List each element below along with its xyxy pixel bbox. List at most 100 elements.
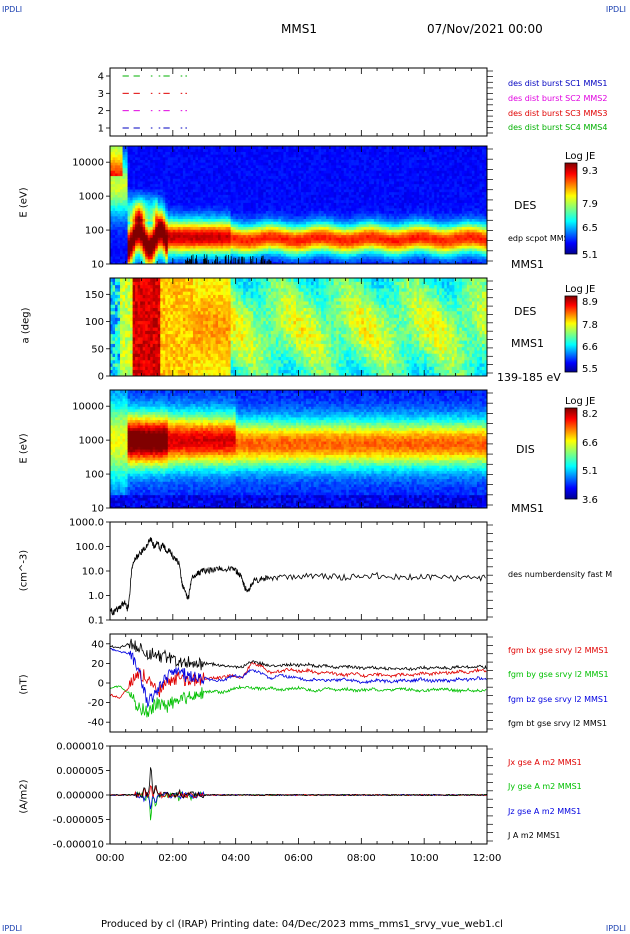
heatmap-cell (328, 255, 332, 260)
heatmap-cell (165, 258, 169, 262)
heatmap-cell (218, 234, 222, 238)
heatmap-cell (235, 180, 239, 185)
heatmap-cell (213, 175, 217, 179)
heatmap-cell (167, 167, 171, 171)
heatmap-cell (363, 207, 367, 211)
heatmap-cell (356, 223, 360, 228)
heatmap-cell (301, 255, 305, 260)
heatmap-cell (137, 148, 141, 152)
heatmap-cell (326, 210, 330, 214)
heatmap-cell (137, 170, 141, 174)
heatmap-cell (318, 226, 322, 230)
heatmap-cell (298, 167, 302, 171)
heatmap-cell (182, 261, 186, 264)
heatmap-cell (260, 151, 264, 155)
heatmap-cell (295, 199, 300, 203)
heatmap-cell (160, 154, 164, 158)
heatmap-cell (175, 226, 179, 230)
heatmap-cell (172, 146, 176, 150)
heatmap-cell (336, 229, 340, 233)
heatmap-cell (356, 172, 360, 177)
heatmap-cell (388, 202, 393, 206)
heatmap-cell (195, 188, 199, 193)
heatmap-cell (343, 188, 347, 193)
heatmap-cell (200, 154, 204, 158)
heatmap-cell (115, 202, 119, 206)
heatmap-cell (270, 237, 274, 241)
heatmap-cell (265, 247, 269, 252)
heatmap-cell (318, 215, 322, 220)
heatmap-cell (343, 218, 347, 222)
heatmap-cell (323, 172, 327, 177)
heatmap-cell (140, 151, 144, 155)
heatmap-cell (240, 223, 244, 228)
heatmap-cell (376, 162, 380, 166)
heatmap-cell (145, 218, 149, 222)
heatmap-cell (268, 156, 272, 161)
heatmap-cell (298, 164, 302, 169)
heatmap-cell (223, 247, 227, 252)
heatmap-cell (218, 242, 222, 246)
heatmap-cell (187, 242, 192, 246)
heatmap-cell (112, 146, 116, 150)
heatmap-cell (202, 250, 207, 254)
heatmap-cell (137, 223, 141, 228)
heatmap-cell (162, 242, 166, 246)
heatmap-cell (240, 253, 244, 257)
heatmap-cell (210, 196, 214, 201)
heatmap-cell (117, 226, 121, 230)
heatmap-cell (388, 146, 393, 150)
heatmap-cell (127, 218, 131, 222)
heatmap-cell (200, 210, 204, 214)
heatmap-cell (258, 229, 262, 233)
heatmap-cell (200, 196, 204, 201)
heatmap-cell (280, 191, 285, 195)
heatmap-cell (316, 164, 320, 169)
heatmap-cell (175, 261, 179, 264)
heatmap-cell (278, 237, 282, 241)
heatmap-cell (265, 191, 269, 195)
heatmap-cell (150, 215, 154, 220)
heatmap-cell (333, 234, 337, 238)
heatmap-cell (125, 170, 129, 174)
heatmap-cell (368, 162, 372, 166)
heatmap-cell (333, 210, 337, 214)
heatmap-cell (376, 183, 380, 187)
heatmap-cell (132, 202, 136, 206)
heatmap-cell (373, 167, 378, 171)
heatmap-cell (140, 170, 144, 174)
heatmap-cell (157, 250, 161, 254)
heatmap-cell (326, 229, 330, 233)
heatmap-cell (165, 202, 169, 206)
heatmap-cell (155, 196, 159, 201)
heatmap-cell (285, 253, 290, 257)
heatmap-cell (303, 167, 307, 171)
heatmap-cell (152, 215, 156, 220)
heatmap-cell (208, 213, 212, 217)
heatmap-cell (353, 175, 357, 179)
heatmap-cell (270, 261, 274, 264)
heatmap-cell (346, 205, 350, 209)
heatmap-cell (157, 239, 161, 244)
heatmap-cell (301, 159, 305, 163)
heatmap-cell (391, 234, 395, 238)
heatmap-cell (306, 223, 310, 228)
heatmap-cell (218, 223, 222, 228)
heatmap-cell (182, 167, 186, 171)
heatmap-cell (112, 172, 116, 177)
heatmap-cell (192, 207, 197, 211)
heatmap-cell (363, 218, 367, 222)
heatmap-cell (366, 172, 370, 177)
heatmap-cell (195, 205, 199, 209)
heatmap-cell (200, 239, 204, 244)
heatmap-cell (223, 237, 227, 241)
heatmap-cell (358, 148, 362, 152)
heatmap-cell (243, 199, 247, 203)
heatmap-cell (363, 253, 367, 257)
heatmap-cell (213, 226, 217, 230)
heatmap-cell (218, 221, 222, 225)
heatmap-cell (313, 172, 317, 177)
heatmap-cell (152, 151, 156, 155)
heatmap-cell (303, 255, 307, 260)
heatmap-cell (313, 261, 317, 264)
